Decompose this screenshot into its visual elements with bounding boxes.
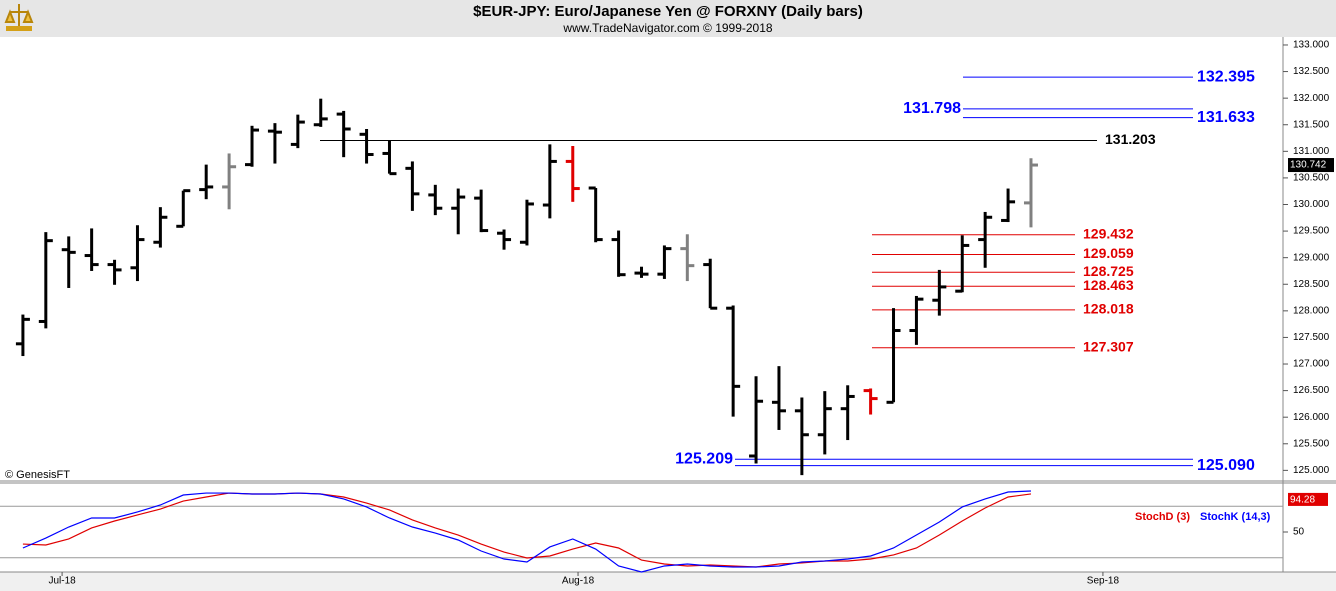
y-tick-label: 129.000 (1293, 252, 1330, 263)
level-label: 129.059 (1083, 245, 1134, 261)
y-tick-label: 50 (1293, 527, 1305, 538)
y-tick-label: 131.000 (1293, 146, 1330, 157)
level-label: 127.307 (1083, 338, 1134, 354)
x-tick-label: Jul-18 (48, 576, 76, 587)
x-axis-band (0, 572, 1336, 591)
y-tick-label: 127.500 (1293, 332, 1330, 343)
y-tick-label: 127.000 (1293, 359, 1330, 370)
title-band (0, 0, 1336, 37)
y-tick-label: 132.500 (1293, 66, 1330, 77)
stoch-line (22, 490, 1032, 573)
y-tick-label: 125.500 (1293, 438, 1330, 449)
level-label: 128.018 (1083, 301, 1134, 317)
last-price-label: 130.742 (1290, 160, 1327, 171)
y-tick-label: 125.000 (1293, 465, 1330, 476)
y-tick-label: 130.500 (1293, 173, 1330, 184)
x-tick-label: Aug-18 (562, 576, 595, 587)
y-tick-label: 128.500 (1293, 279, 1330, 290)
y-tick-label: 126.500 (1293, 385, 1330, 396)
annotation: © GenesisFT (5, 469, 70, 481)
y-tick-label: 128.000 (1293, 305, 1330, 316)
level-label: 129.432 (1083, 225, 1134, 241)
level-label: 128.463 (1083, 277, 1134, 293)
level-label: 131.798 (903, 100, 961, 117)
last-price-box (1288, 158, 1334, 173)
level-label: 131.203 (1105, 131, 1156, 147)
legend-label: StochK (14,3) (1200, 511, 1271, 523)
chart-title: $EUR-JPY: Euro/Japanese Yen @ FORXNY (Da… (473, 3, 863, 20)
y-tick-label: 131.500 (1293, 119, 1330, 130)
stoch-line (22, 492, 1032, 568)
y-tick-label: 129.500 (1293, 226, 1330, 237)
logo (4, 4, 34, 31)
y-tick-label: 132.000 (1293, 93, 1330, 104)
y-tick-label: 130.000 (1293, 199, 1330, 210)
chart-subtitle: www.TradeNavigator.com © 1999-2018 (562, 21, 772, 35)
last-value-label: 94.28 (1290, 495, 1315, 506)
level-label: 125.090 (1197, 457, 1255, 474)
level-label: 132.395 (1197, 68, 1255, 85)
y-tick-label: 133.000 (1293, 40, 1330, 51)
level-label: 131.633 (1197, 109, 1255, 126)
level-label: 125.209 (675, 450, 733, 467)
legend-label: StochD (3) (1135, 511, 1190, 523)
x-tick-label: Sep-18 (1087, 576, 1120, 587)
y-tick-label: 126.000 (1293, 412, 1330, 423)
last-value-box (1288, 492, 1328, 506)
level-label: 128.725 (1083, 263, 1134, 279)
